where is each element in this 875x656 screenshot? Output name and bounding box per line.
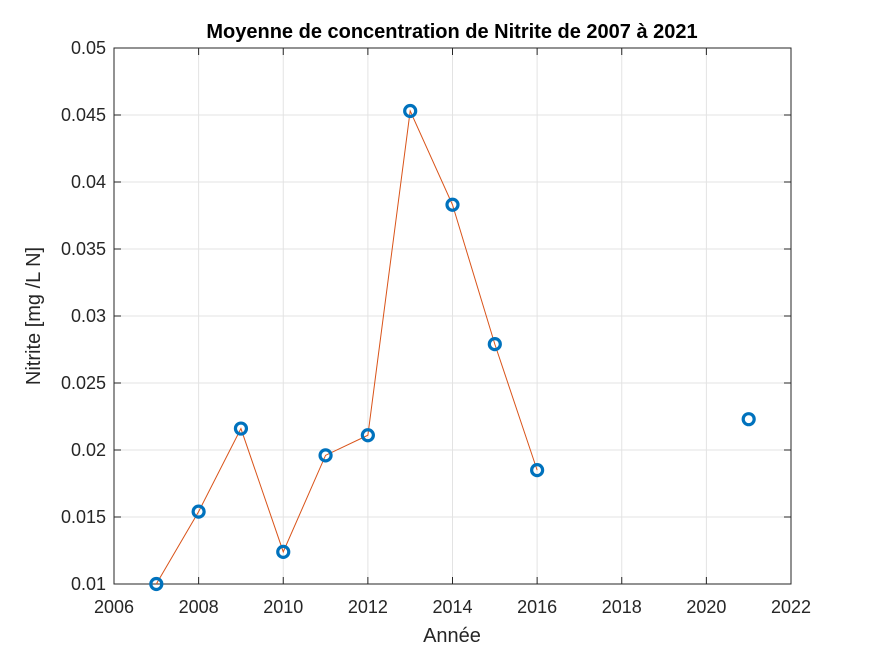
y-tick-label: 0.015: [61, 507, 106, 527]
y-axis-label: Nitrite [mg /L N]: [23, 247, 45, 385]
data-point: [403, 103, 418, 119]
y-tick-label: 0.04: [71, 172, 106, 192]
x-tick-label: 2020: [686, 597, 726, 617]
data-point: [233, 421, 249, 436]
axis-ticks: [113, 47, 792, 585]
series-markers: [149, 103, 756, 592]
x-tick-label: 2010: [263, 597, 303, 617]
x-tick-label: 2018: [602, 597, 642, 617]
series-lines: [155, 109, 538, 585]
chart-title: Moyenne de concentration de Nitrite de 2…: [206, 21, 697, 43]
x-axis-label: Année: [423, 625, 481, 647]
x-tick-label: 2008: [179, 597, 219, 617]
y-tick-label: 0.035: [61, 239, 106, 259]
y-tick-label: 0.05: [71, 38, 106, 58]
y-tick-label: 0.03: [71, 306, 106, 326]
y-tick-label: 0.02: [71, 440, 106, 460]
x-tick-labels: 2006 2008 2010 2012 2014 2016 2018 2020 2022: [94, 597, 811, 617]
y-tick-label: 0.01: [71, 574, 106, 594]
data-point: [741, 412, 756, 427]
x-tick-label: 2014: [432, 597, 472, 617]
grid-lines: [113, 47, 792, 585]
series-line: [155, 109, 538, 585]
y-tick-labels: 0.01 0.015 0.02 0.025 0.03 0.035 0.04 0.045 0.05: [61, 38, 106, 594]
x-tick-label: 2016: [517, 597, 557, 617]
x-tick-label: 2022: [771, 597, 811, 617]
data-point: [276, 544, 291, 559]
data-point: [445, 197, 460, 212]
data-point: [360, 428, 375, 443]
data-point: [318, 448, 333, 463]
y-tick-label: 0.045: [61, 105, 106, 125]
data-point: [530, 463, 545, 478]
data-point: [149, 576, 164, 592]
x-tick-label: 2012: [348, 597, 388, 617]
y-tick-label: 0.025: [61, 373, 106, 393]
data-point: [191, 504, 206, 519]
data-point: [487, 337, 502, 352]
x-tick-label: 2006: [94, 597, 134, 617]
